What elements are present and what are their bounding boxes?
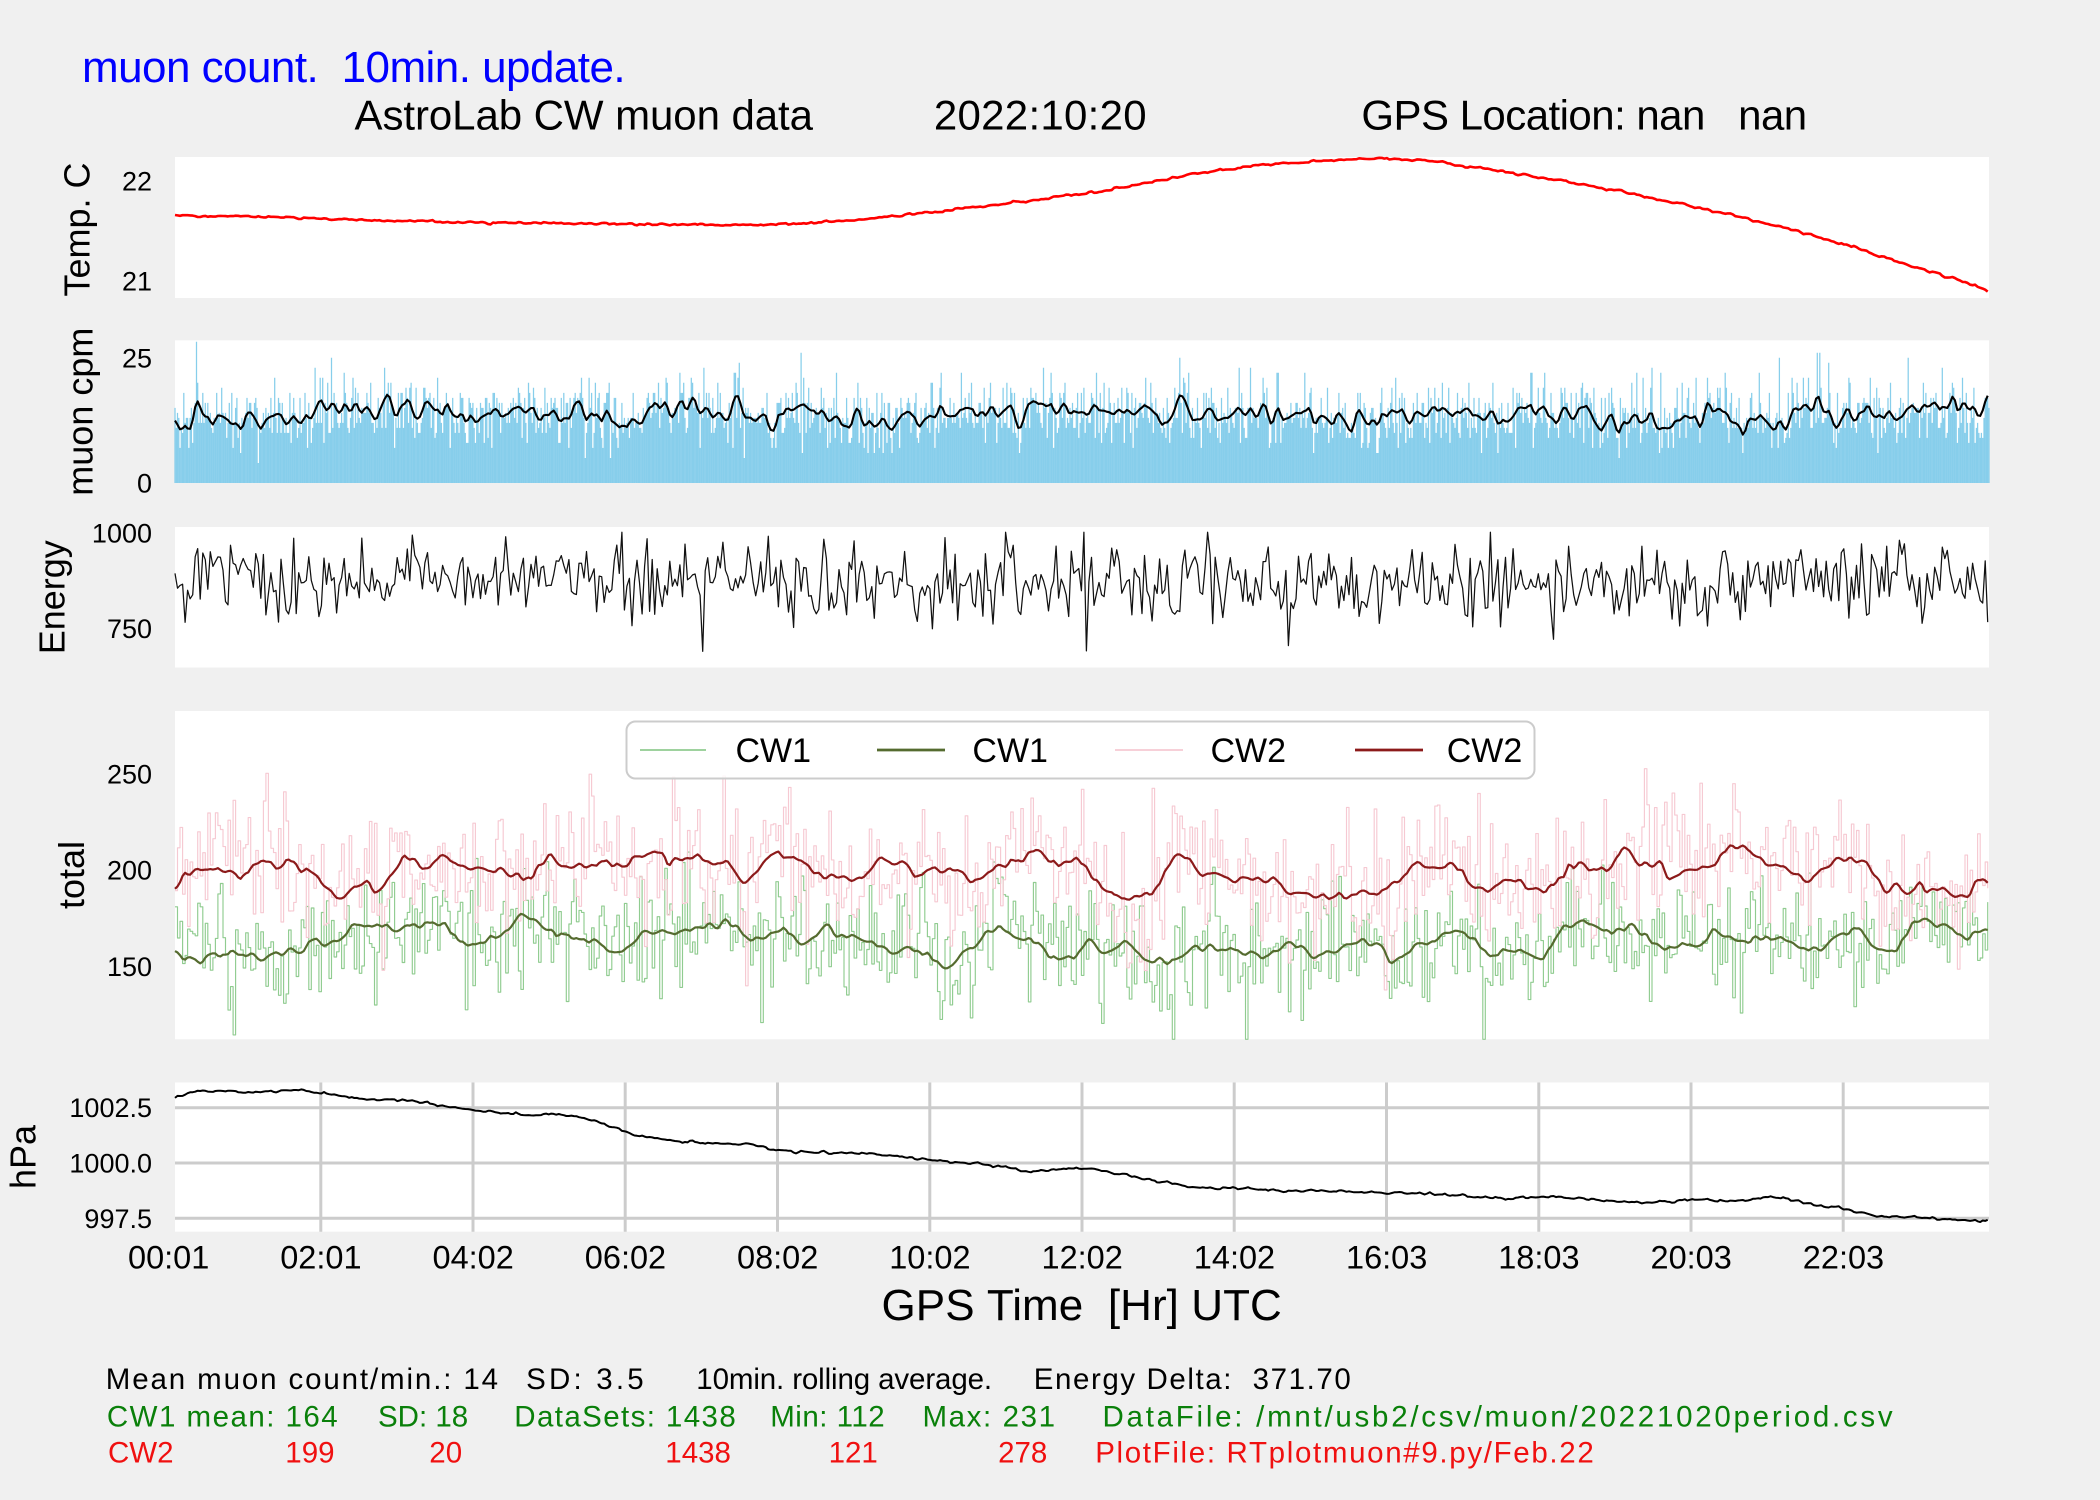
svg-text:SD: 3.5: SD: 3.5 [526, 1363, 647, 1396]
svg-text:Max: 231: Max: 231 [923, 1401, 1057, 1434]
svg-text:1000: 1000 [92, 519, 152, 549]
svg-text:21: 21 [122, 267, 152, 297]
svg-text:Temp. C: Temp. C [57, 162, 98, 296]
svg-text:Energy Delta: 371.70: Energy Delta: 371.70 [1034, 1363, 1353, 1396]
svg-text:278: 278 [998, 1437, 1047, 1470]
svg-text:18:03: 18:03 [1498, 1239, 1579, 1275]
svg-text:1000.0: 1000.0 [69, 1149, 152, 1179]
svg-text:08:02: 08:02 [737, 1239, 818, 1275]
svg-text:1002.5: 1002.5 [69, 1093, 152, 1123]
svg-text:SD: 18: SD: 18 [378, 1401, 468, 1434]
svg-text:2022:10:20: 2022:10:20 [934, 92, 1147, 139]
svg-text:CW2: CW2 [1211, 732, 1287, 770]
svg-text:997.5: 997.5 [84, 1204, 152, 1234]
svg-text:DataSets: 1438: DataSets: 1438 [514, 1401, 737, 1434]
svg-text:GPS Time [Hr] UTC: GPS Time [Hr] UTC [882, 1281, 1282, 1330]
svg-text:20: 20 [429, 1437, 462, 1470]
svg-text:14:02: 14:02 [1194, 1239, 1275, 1275]
svg-text:CW2: CW2 [108, 1437, 174, 1470]
svg-text:04:02: 04:02 [433, 1239, 514, 1275]
svg-text:199: 199 [285, 1437, 334, 1470]
svg-text:750: 750 [107, 614, 152, 644]
svg-text:Mean muon count/min.: 14: Mean muon count/min.: 14 [106, 1363, 500, 1396]
svg-text:250: 250 [107, 760, 152, 790]
svg-text:200: 200 [107, 856, 152, 886]
svg-text:CW1: CW1 [972, 732, 1048, 770]
svg-text:1438: 1438 [665, 1437, 731, 1470]
svg-text:10:02: 10:02 [889, 1239, 970, 1275]
svg-text:Energy: Energy [32, 540, 73, 654]
svg-text:hPa: hPa [3, 1124, 44, 1189]
svg-text:06:02: 06:02 [585, 1239, 666, 1275]
svg-text:20:03: 20:03 [1651, 1239, 1732, 1275]
svg-text:CW1 mean: 164: CW1 mean: 164 [107, 1401, 339, 1434]
svg-text:0: 0 [137, 469, 152, 499]
svg-text:CW2: CW2 [1447, 732, 1523, 770]
svg-text:DataFile: /mnt/usb2/csv/muon/2: DataFile: /mnt/usb2/csv/muon/20221020per… [1103, 1401, 1896, 1434]
svg-text:GPS Location: nan nan: GPS Location: nan nan [1361, 92, 1806, 139]
svg-text:150: 150 [107, 952, 152, 982]
svg-text:muon cpm: muon cpm [60, 328, 101, 496]
svg-text:12:02: 12:02 [1042, 1239, 1123, 1275]
svg-text:25: 25 [122, 344, 152, 374]
svg-text:PlotFile: RTplotmuon#9.py/Feb.: PlotFile: RTplotmuon#9.py/Feb.22 [1095, 1437, 1595, 1470]
svg-text:10min. rolling average.: 10min. rolling average. [696, 1363, 992, 1396]
svg-text:Min: 112: Min: 112 [770, 1401, 885, 1434]
svg-text:22:03: 22:03 [1803, 1239, 1884, 1275]
svg-text:CW1: CW1 [736, 732, 812, 770]
svg-text:22: 22 [122, 167, 152, 197]
svg-text:total: total [51, 841, 92, 909]
svg-text:02:01: 02:01 [280, 1239, 361, 1275]
svg-text:00:01: 00:01 [128, 1239, 209, 1275]
svg-text:AstroLab CW muon data: AstroLab CW muon data [355, 92, 814, 139]
svg-text:16:03: 16:03 [1346, 1239, 1427, 1275]
svg-text:muon count. 10min. update.: muon count. 10min. update. [82, 43, 625, 92]
svg-text:121: 121 [829, 1437, 878, 1470]
